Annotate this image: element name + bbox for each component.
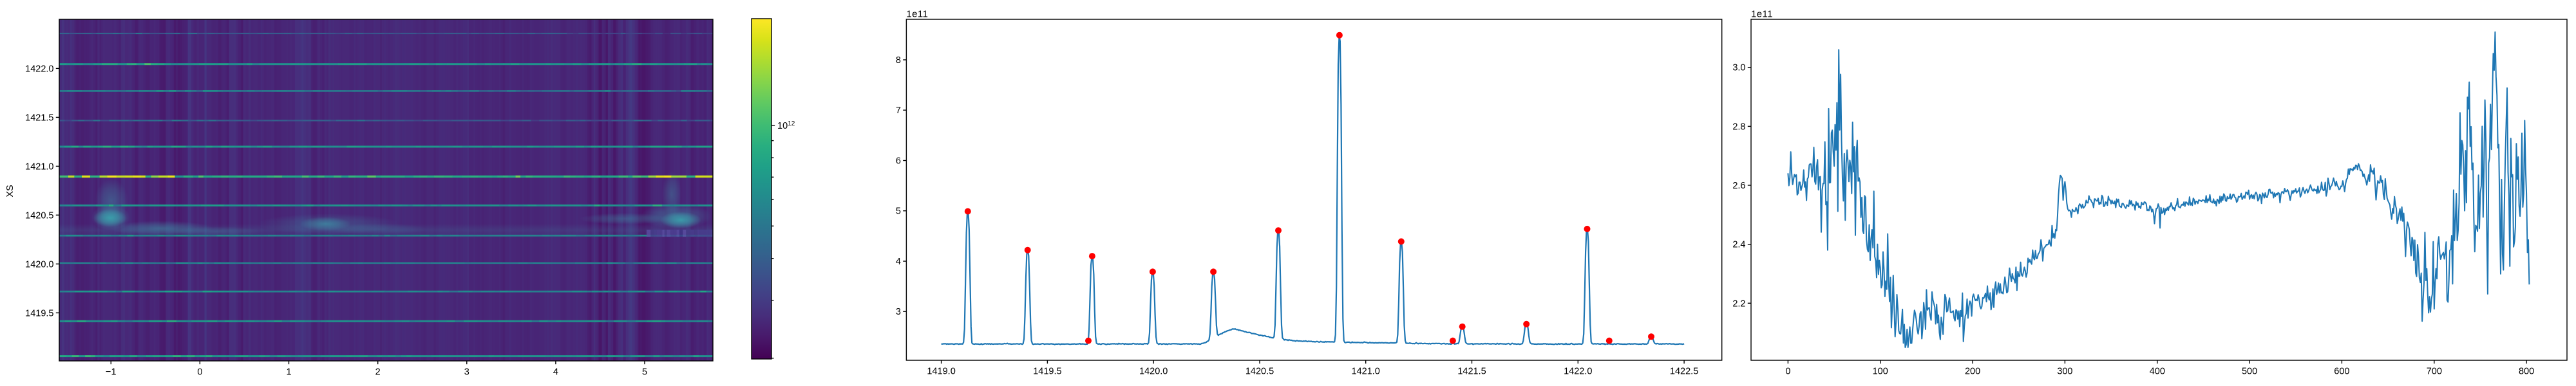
svg-text:100: 100 [1873,367,1888,377]
svg-text:XS: XS [5,185,15,197]
svg-text:1420.5: 1420.5 [1245,367,1274,377]
svg-text:0: 0 [1785,367,1790,377]
svg-text:1421.5: 1421.5 [1457,367,1486,377]
svg-text:1422.0: 1422.0 [1564,367,1592,377]
svg-text:2.6: 2.6 [1732,181,1745,191]
svg-text:1420.5: 1420.5 [25,210,53,221]
svg-text:7: 7 [896,106,901,116]
svg-text:8: 8 [896,55,901,66]
svg-text:3: 3 [896,307,901,317]
svg-text:1422.0: 1422.0 [25,64,53,74]
svg-text:500: 500 [2242,367,2257,377]
svg-text:2.4: 2.4 [1732,240,1745,250]
svg-text:2.8: 2.8 [1732,122,1745,132]
svg-text:4: 4 [896,257,901,267]
svg-text:800: 800 [2519,367,2534,377]
svg-text:2.2: 2.2 [1732,299,1745,309]
svg-text:2: 2 [375,367,381,378]
svg-text:1420.0: 1420.0 [25,259,53,270]
svg-text:6: 6 [896,156,901,167]
svg-text:600: 600 [2334,367,2349,377]
svg-text:0: 0 [197,367,202,378]
svg-text:1419.0: 1419.0 [927,367,955,377]
svg-text:1421.0: 1421.0 [1352,367,1380,377]
svg-text:5: 5 [642,367,647,378]
svg-text:700: 700 [2427,367,2442,377]
svg-text:300: 300 [2057,367,2072,377]
svg-text:3: 3 [464,367,469,378]
svg-text:−1: −1 [106,367,117,378]
svg-text:5: 5 [896,207,901,217]
svg-text:1: 1 [286,367,291,378]
svg-text:400: 400 [2150,367,2165,377]
svg-text:1422.5: 1422.5 [1670,367,1698,377]
svg-text:3.0: 3.0 [1732,63,1745,73]
svg-text:1421.5: 1421.5 [25,113,53,123]
svg-text:1e11: 1e11 [1751,9,1773,20]
svg-text:1419.5: 1419.5 [25,308,53,318]
svg-text:200: 200 [1965,367,1980,377]
svg-text:1420.0: 1420.0 [1139,367,1168,377]
svg-text:1e11: 1e11 [906,9,928,20]
svg-text:4: 4 [553,367,558,378]
svg-text:1419.5: 1419.5 [1033,367,1061,377]
svg-text:1421.0: 1421.0 [25,161,53,172]
